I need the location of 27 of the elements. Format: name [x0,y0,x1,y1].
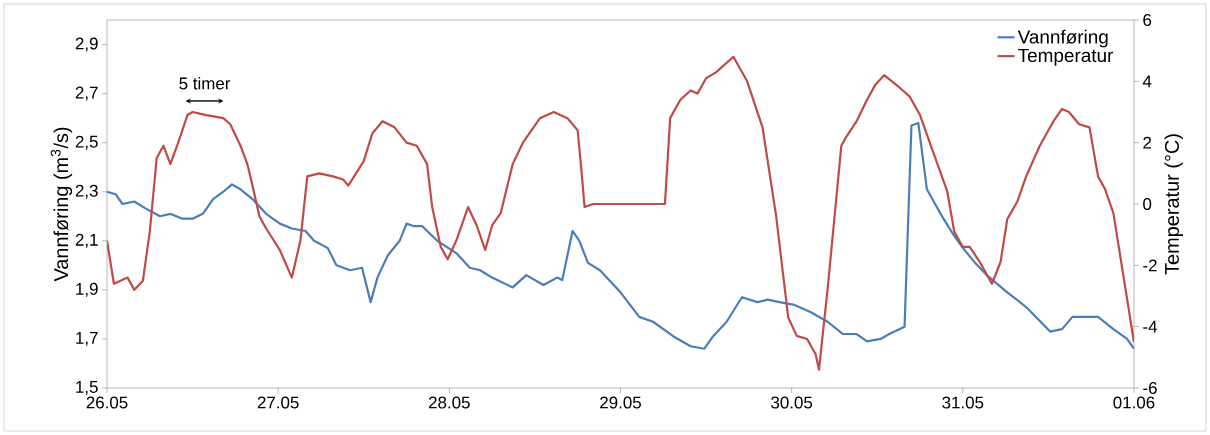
x-tick-label: 27.05 [257,396,299,409]
legend-label: Vannføring [1017,29,1108,48]
x-tick-label: 29.05 [600,396,641,409]
y2-tick-label: -4 [1143,320,1158,333]
x-tick-label: 28.05 [428,396,470,409]
y2-tick-label: 4 [1142,75,1152,88]
y-tick-label: 2,7 [75,86,98,101]
y2-tick-label: 6 [1143,14,1152,26]
annotation: 5 timer [179,77,231,90]
x-tick-label: 31.05 [942,396,984,409]
y-tick-label: 1,7 [76,332,98,346]
y-tick-label: 1,5 [76,381,98,395]
y-tick-label: 2,3 [75,184,98,199]
y2-tick-label: -6 [1143,382,1157,394]
legend-label: Temperatur [1018,48,1114,66]
y2-tick-label: 0 [1143,198,1152,210]
x-tick-label: 01.06 [1113,396,1155,409]
y-tick-label: 2,1 [75,233,98,248]
x-tick-label: 26.05 [86,396,128,409]
y2-tick-label: -2 [1143,259,1157,272]
y-tick-label: 2,5 [75,135,98,150]
y-tick-label: 2,9 [75,37,98,52]
y2-tick-label: 2 [1143,136,1152,149]
y2-axis-title: Temperatur (°C) [1164,134,1183,275]
x-tick-label: 30.05 [771,396,813,409]
y-axis-title: Vannføring (m$^{3}$/s) [50,127,73,282]
y-tick-label: 1,9 [76,282,98,297]
